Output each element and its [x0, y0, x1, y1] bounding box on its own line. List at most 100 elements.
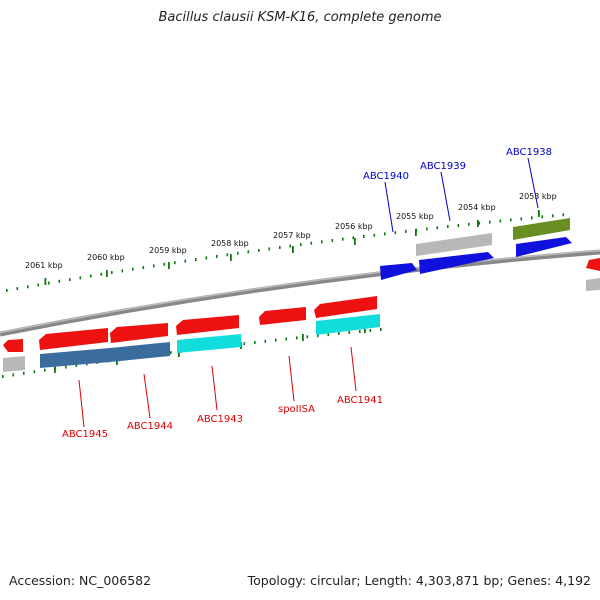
gene-arrow[interactable] [586, 258, 600, 271]
gene-arrow[interactable] [419, 252, 494, 274]
gene-box[interactable] [513, 218, 570, 240]
ruler-tick [106, 270, 108, 277]
ruler-dot [226, 253, 229, 257]
forward-strand-genes [380, 218, 600, 291]
label-leader-line [211, 365, 218, 411]
gene-box[interactable] [3, 356, 25, 372]
ruler-dot [264, 339, 267, 343]
gene-label[interactable]: ABC1941 [337, 395, 383, 406]
ruler-tick [54, 366, 56, 373]
ruler-dot [552, 214, 554, 218]
ruler-dot [27, 285, 29, 289]
ruler-dot [489, 220, 491, 224]
gene-box[interactable] [416, 233, 492, 256]
ruler-label: 2061 kbp [25, 261, 63, 270]
gene-label[interactable]: ABC1943 [197, 414, 243, 425]
gene-box[interactable] [316, 314, 380, 335]
ruler-dot [48, 281, 50, 285]
ruler-upper-dots [6, 213, 565, 292]
gene-label[interactable]: ABC1945 [62, 429, 108, 440]
ruler-label: 2053 kbp [519, 192, 557, 201]
ruler-dot [468, 222, 470, 226]
ruler-dot [247, 250, 250, 254]
gene-arrow[interactable] [110, 323, 168, 343]
ruler-dot [520, 217, 523, 221]
ruler-dot [195, 258, 197, 261]
genome-backbone [0, 249, 600, 337]
reverse-gene-labels: ABC1945 ABC1944 ABC1943 spoIISA ABC1941 [62, 346, 383, 440]
ruler-tick [477, 220, 479, 227]
ruler-dot [275, 338, 277, 342]
ruler-dot [296, 336, 298, 340]
ruler-dot [90, 274, 92, 278]
ruler-dot [216, 254, 218, 258]
ruler-label: 2054 kbp [458, 203, 496, 212]
ruler-dot [510, 218, 512, 222]
gene-arrow[interactable] [3, 339, 23, 352]
gene-arrow[interactable] [176, 315, 239, 335]
gene-arrow[interactable] [516, 237, 572, 257]
ruler-dot [79, 276, 82, 280]
gene-label[interactable]: ABC1944 [127, 421, 173, 432]
ruler-label: 2055 kbp [396, 212, 434, 221]
ruler-tick [230, 254, 232, 261]
ruler-dot [184, 259, 187, 263]
gene-box[interactable] [586, 278, 600, 291]
ruler-dot [16, 287, 19, 291]
ruler-dot [69, 278, 71, 282]
ruler-label: 2059 kbp [149, 246, 187, 255]
ruler-label: 2056 kbp [335, 222, 373, 231]
ruler-dot [363, 235, 365, 238]
forward-gene-labels: ABC1940 ABC1939 ABC1938 [363, 147, 552, 233]
ruler-dot [531, 216, 533, 220]
ruler-dot [153, 264, 155, 268]
ruler-dot [2, 375, 4, 378]
ruler-tick [364, 326, 366, 333]
ruler-dot [457, 224, 460, 227]
ruler-dot [306, 335, 309, 339]
gene-arrow[interactable] [39, 328, 108, 350]
ruler-dot [33, 370, 36, 374]
gene-label[interactable]: ABC1940 [363, 171, 409, 182]
ruler-tick [116, 358, 118, 365]
ruler-dot [170, 351, 172, 355]
ruler-label: 2060 kbp [87, 253, 125, 262]
ruler-dot [384, 232, 386, 236]
ruler-dot [285, 337, 288, 341]
ruler-dot [300, 243, 302, 247]
figure-title: Bacillus clausii KSM-K16, complete genom… [158, 10, 442, 25]
gene-label[interactable]: spoIISA [278, 404, 315, 415]
ruler-dot [279, 246, 281, 249]
ruler-tick [354, 238, 356, 245]
ruler-dot [243, 342, 246, 346]
gene-box[interactable] [110, 342, 170, 362]
ruler-dot [327, 333, 330, 337]
ruler-dot [478, 221, 481, 225]
ruler-tick [302, 334, 304, 341]
ruler-dot [258, 248, 260, 252]
label-leader-line [384, 181, 394, 233]
label-leader-line [440, 171, 451, 222]
ruler-dot [310, 241, 313, 245]
gene-box[interactable] [40, 348, 110, 368]
ruler-dot [373, 233, 376, 237]
ruler-tick [292, 246, 294, 253]
gene-arrow[interactable] [314, 296, 377, 318]
ruler-dot [142, 266, 145, 270]
ruler-dot [562, 213, 565, 217]
label-leader-line [143, 373, 151, 419]
ruler-dot [321, 240, 323, 244]
reverse-strand-genes [3, 296, 380, 372]
ruler-dot [44, 368, 46, 372]
ruler-dot [237, 251, 239, 255]
ruler-tick [538, 210, 540, 217]
gene-label[interactable]: ABC1938 [506, 147, 552, 158]
gene-label[interactable]: ABC1939 [420, 161, 466, 172]
gene-arrow[interactable] [259, 307, 306, 325]
gene-box[interactable] [177, 334, 241, 353]
accession-text: Accession: NC_006582 [9, 573, 152, 588]
gene-arrow[interactable] [380, 263, 417, 280]
ruler-dot [268, 247, 271, 251]
ruler-dot [289, 244, 292, 248]
